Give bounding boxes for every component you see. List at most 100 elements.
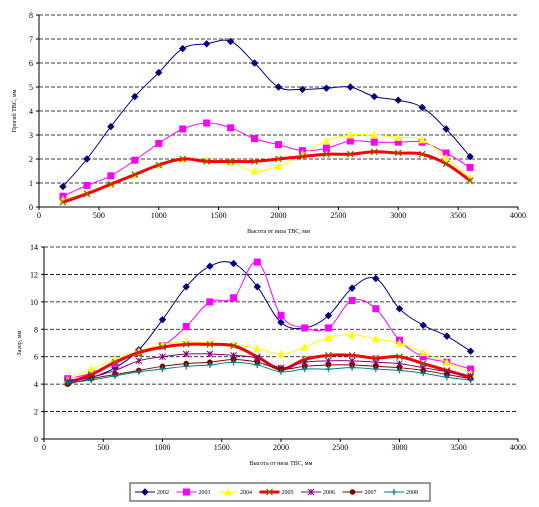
legend-label: 2005 <box>282 490 294 496</box>
data-point-2005 <box>206 340 214 348</box>
series-2005 <box>59 148 474 206</box>
series-line-2006 <box>67 353 471 382</box>
data-point-2003 <box>203 119 211 127</box>
data-point-2005 <box>135 349 143 357</box>
y-tick-label: 7 <box>29 35 33 44</box>
data-point-2002 <box>466 152 474 161</box>
data-point-2003 <box>346 137 354 145</box>
x-tick-label: 3500 <box>450 211 466 220</box>
data-point-2002 <box>324 311 333 320</box>
series-line-2005 <box>67 342 472 385</box>
legend-marker <box>141 488 149 496</box>
data-point-2002 <box>277 318 285 327</box>
data-point-2002 <box>226 37 235 46</box>
data-point-2008 <box>372 366 379 373</box>
data-point-2008 <box>88 377 95 384</box>
data-point-2003 <box>230 294 238 302</box>
y-tick-label: 2 <box>29 155 33 164</box>
data-point-2002 <box>250 59 259 67</box>
data-point-2005 <box>230 342 238 350</box>
y-tick-label: 6 <box>29 59 33 68</box>
series-line-2005 <box>62 150 471 204</box>
data-point-2004 <box>253 344 262 352</box>
data-point-2002 <box>395 305 404 313</box>
data-point-2005 <box>396 353 403 361</box>
x-tick-label: 3000 <box>392 443 408 452</box>
series-line-2002 <box>67 261 471 381</box>
legend-marker <box>391 489 397 495</box>
data-point-2006 <box>135 357 143 365</box>
data-point-2005 <box>346 150 354 158</box>
data-point-2004 <box>443 358 451 366</box>
data-point-2004 <box>418 135 427 144</box>
data-point-2003 <box>370 138 378 146</box>
data-point-2002 <box>229 259 238 268</box>
data-point-2002 <box>59 182 67 191</box>
y-tick-label: 14 <box>30 243 38 252</box>
legend: 2002 2003 2004 2005 2006 2007 2008 <box>129 482 431 502</box>
data-point-2004 <box>442 153 450 162</box>
x-tick-label: 2000 <box>271 211 287 220</box>
data-point-2002 <box>131 92 139 101</box>
data-point-2003 <box>324 324 332 332</box>
x-tick-label: 4000 <box>510 211 526 220</box>
legend-item-2006: 2006 <box>301 488 335 496</box>
legend-item-2004: 2004 <box>218 487 252 496</box>
data-point-2003 <box>227 124 235 132</box>
data-point-2002 <box>346 83 355 91</box>
legend-marker <box>183 488 190 496</box>
data-point-2004 <box>394 133 403 141</box>
legend-marker <box>266 488 273 496</box>
data-point-2003 <box>277 312 285 320</box>
deflection-chart: 0 500 1000 1500 2000 2500 3000 3500 4000 0 1 2 3 4 5 6 7… <box>11 11 526 235</box>
data-point-2004 <box>277 349 285 358</box>
data-point-2004 <box>324 333 333 342</box>
data-point-2005 <box>322 150 330 158</box>
data-point-2002 <box>182 283 190 291</box>
data-point-2005 <box>107 180 115 188</box>
legend-item-2008: 2008 <box>384 489 418 496</box>
data-point-2004 <box>346 130 355 139</box>
data-point-2003 <box>182 323 190 331</box>
data-point-2003 <box>253 258 261 266</box>
data-point-2003 <box>275 141 282 149</box>
data-point-2005 <box>182 340 190 348</box>
data-point-2004 <box>371 334 380 343</box>
data-point-2005 <box>348 351 356 359</box>
data-point-2002 <box>418 103 426 112</box>
data-point-2003 <box>155 139 163 147</box>
data-point-2005 <box>83 190 91 198</box>
y-tick-label: 2 <box>34 408 38 417</box>
data-point-2003 <box>206 298 214 306</box>
y-tick-label: 0 <box>29 203 33 212</box>
data-point-2008 <box>349 364 356 371</box>
data-point-2003 <box>348 296 356 304</box>
data-point-2008 <box>206 361 213 368</box>
data-point-2008 <box>301 366 308 373</box>
legend-marker <box>349 489 356 495</box>
data-point-2005 <box>299 153 306 161</box>
data-point-2008 <box>325 366 332 373</box>
data-point-2002 <box>419 321 427 329</box>
legend-label: 2008 <box>406 490 418 496</box>
data-point-2002 <box>442 125 450 133</box>
data-point-2002 <box>107 122 115 131</box>
x-axis-label: Высота от низа ТВС, мм <box>247 229 310 235</box>
x-tick-label: 1000 <box>151 211 167 220</box>
y-axis-label: Зазор, мм <box>17 331 23 356</box>
data-point-2006 <box>159 353 166 361</box>
y-tick-label: 10 <box>30 298 38 307</box>
data-point-2003 <box>372 305 380 313</box>
data-point-2003 <box>179 125 187 133</box>
data-point-2008 <box>420 370 427 377</box>
series-2002 <box>59 37 474 191</box>
data-point-2008 <box>230 359 237 366</box>
legend-item-2002: 2002 <box>135 488 169 496</box>
data-point-2004 <box>348 330 356 339</box>
legend-item-2005: 2005 <box>259 488 294 496</box>
data-point-2005 <box>418 150 426 158</box>
data-point-2005 <box>179 155 187 163</box>
y-tick-label: 4 <box>34 380 38 389</box>
legend-label: 2003 <box>199 490 211 496</box>
legend-box <box>129 482 431 502</box>
